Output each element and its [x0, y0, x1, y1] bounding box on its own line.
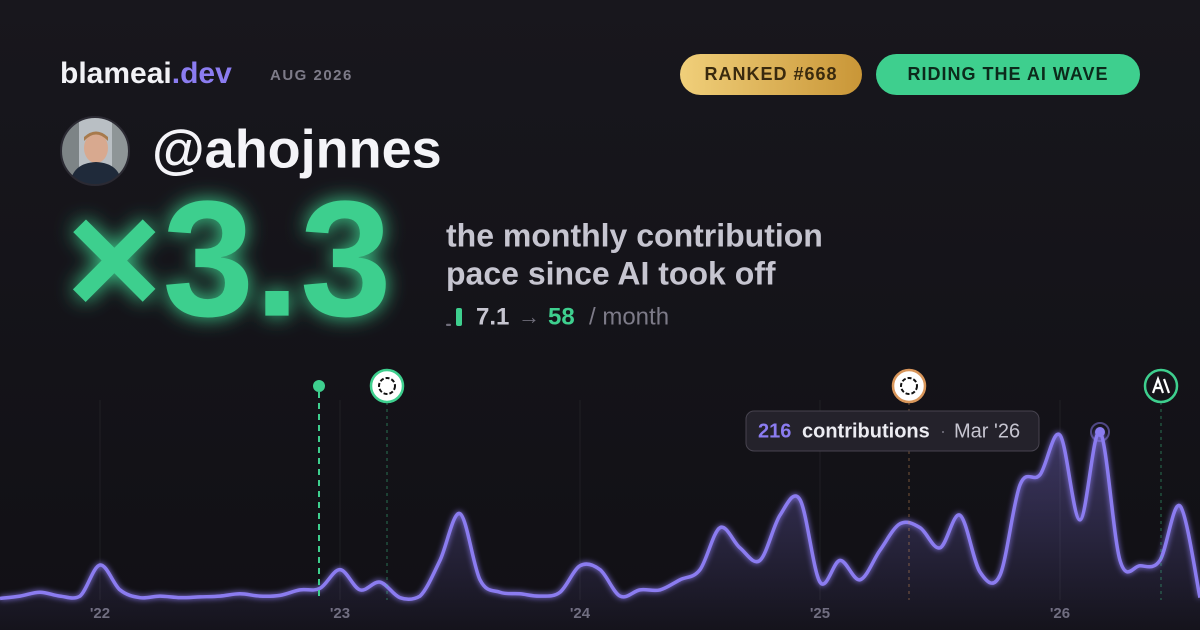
event-icon-glyph — [1151, 375, 1171, 394]
rank-badge — [680, 54, 862, 95]
unit: / month — [589, 303, 669, 330]
event-icon-glyph — [378, 377, 396, 395]
event-dot — [313, 380, 325, 392]
after-value: 58 — [548, 303, 575, 330]
before-value: 7.1 — [476, 303, 509, 330]
plot — [0, 422, 1200, 630]
avatar-ring — [60, 116, 130, 186]
tooltip-label: contributions — [802, 420, 930, 442]
status-badge — [876, 54, 1140, 95]
tooltip-date: Mar '26 — [954, 420, 1020, 442]
tooltip-separator: · — [940, 421, 946, 441]
event-icon — [891, 368, 927, 404]
status-badge-text: RIDING THE AI WAVE — [907, 64, 1108, 84]
multiplier: ×3.3 — [66, 167, 392, 351]
brand-tld: .dev — [172, 57, 232, 90]
mini-bars — [446, 308, 462, 326]
peak-halo — [1090, 422, 1110, 442]
tooltip — [745, 410, 1040, 452]
brand-name: blameai — [60, 57, 172, 90]
peak-point — [1095, 427, 1105, 437]
mini-bar-after — [456, 308, 462, 326]
date: AUG 2026 — [270, 67, 353, 84]
event-icon — [369, 368, 405, 404]
event-markers — [313, 368, 1179, 600]
event-icon-glyph — [900, 377, 918, 395]
area — [0, 431, 1200, 630]
rank-badge-text: RANKED #668 — [704, 64, 837, 84]
brand: blameai.dev — [60, 57, 232, 90]
mini-bar-before — [446, 323, 451, 326]
tooltip-value: 216 — [758, 420, 791, 442]
arrow: → — [518, 304, 540, 329]
line — [0, 430, 1200, 601]
handle: @ahojnnes — [152, 119, 442, 179]
caption-line: the monthly contribution — [446, 217, 823, 253]
caption-line: pace since AI took off — [446, 255, 776, 291]
